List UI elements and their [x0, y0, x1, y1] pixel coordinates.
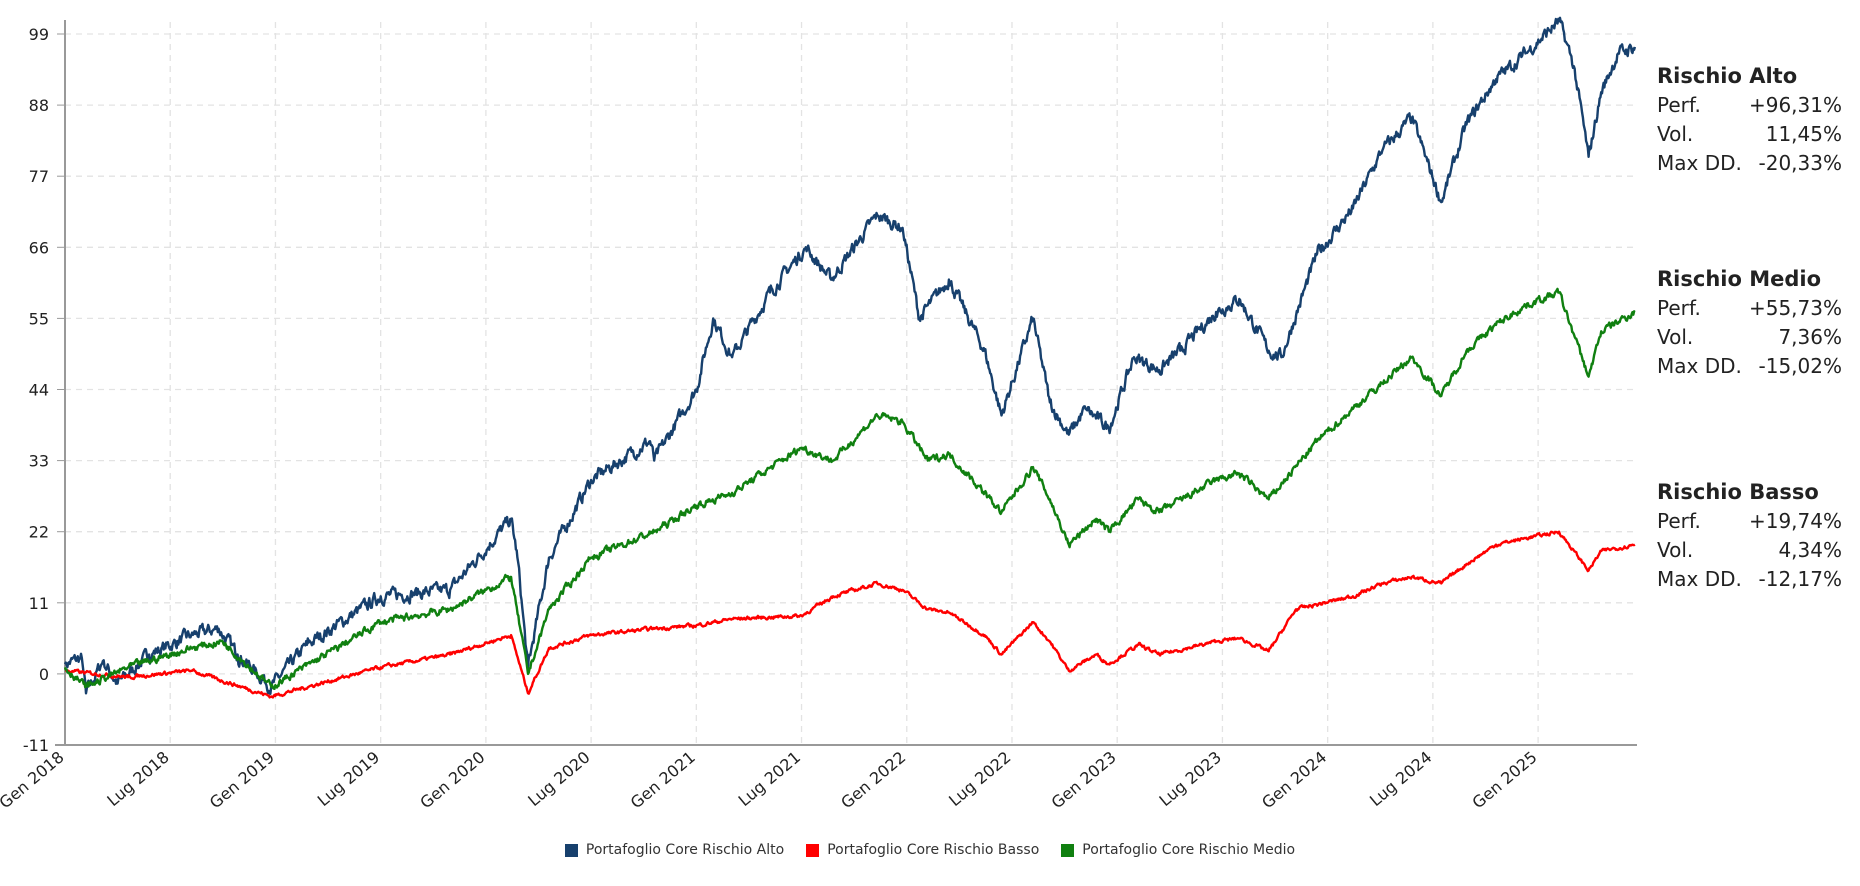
x-tick-label: Gen 2021 [627, 748, 699, 813]
y-tick-label: 44 [29, 381, 49, 400]
legend-item-medio[interactable]: Portafoglio Core Rischio Medio [1061, 842, 1295, 858]
legend-item-basso[interactable]: Portafoglio Core Rischio Basso [806, 842, 1039, 858]
perf-label: Perf. [1657, 93, 1701, 117]
stats-rischio-alto: Rischio Alto Perf. +96,31% Vol. 11,45% Max… [1657, 62, 1842, 178]
legend-label: Portafoglio Core Rischio Alto [585, 842, 785, 858]
perf-value: +55,73% [1748, 296, 1842, 320]
vol-label: Vol. [1657, 122, 1694, 146]
y-tick-label: 0 [39, 665, 49, 684]
x-tick-label: Lug 2023 [1156, 748, 1225, 811]
x-tick-label: Gen 2023 [1048, 748, 1120, 813]
x-tick-label: Gen 2024 [1258, 748, 1330, 813]
legend-swatch [564, 843, 578, 857]
x-tick-label: Lug 2020 [524, 748, 593, 811]
series-line-medio [63, 287, 1636, 690]
stats-title: Rischio Alto [1657, 64, 1798, 88]
vol-label: Vol. [1657, 325, 1694, 349]
stats-rischio-basso: Rischio Basso Perf. +19,74% Vol. 4,34% Max… [1657, 478, 1842, 594]
y-tick-label: 77 [29, 167, 49, 186]
stats-title: Rischio Basso [1657, 480, 1819, 504]
dd-label: Max DD. [1657, 151, 1742, 175]
x-tick-label: Gen 2022 [837, 748, 909, 813]
stats-rischio-medio: Rischio Medio Perf. +55,73% Vol. 7,36% Max… [1657, 265, 1842, 381]
perf-label: Perf. [1657, 296, 1701, 320]
chart-legend: Portafoglio Core Rischio Alto Portafogli… [0, 842, 1860, 858]
y-tick-label: 22 [29, 523, 49, 542]
perf-value: +96,31% [1748, 93, 1842, 117]
y-tick-label: 55 [29, 309, 49, 328]
y-tick-label: 99 [29, 25, 49, 44]
y-tick-label: -11 [23, 736, 49, 755]
x-tick-label: Lug 2024 [1366, 748, 1435, 811]
vol-value: 11,45% [1765, 122, 1842, 146]
dd-value: -20,33% [1758, 151, 1842, 175]
dd-label: Max DD. [1657, 354, 1742, 378]
x-tick-label: Lug 2022 [945, 748, 1014, 811]
legend-item-alto[interactable]: Portafoglio Core Rischio Alto [564, 842, 785, 858]
dd-label: Max DD. [1657, 567, 1742, 591]
x-tick-label: Gen 2019 [206, 748, 278, 813]
legend-swatch [1061, 843, 1075, 857]
stats-title: Rischio Medio [1657, 267, 1822, 291]
dd-value: -15,02% [1758, 354, 1842, 378]
vol-value: 7,36% [1778, 325, 1842, 349]
vol-value: 4,34% [1778, 538, 1842, 562]
series-line-basso [64, 530, 1636, 699]
series-line-alto [63, 16, 1637, 695]
x-tick-label: Lug 2019 [314, 748, 383, 811]
x-tick-label: Gen 2018 [0, 748, 68, 813]
x-tick-label: Gen 2020 [416, 748, 488, 813]
x-tick-label: Lug 2021 [735, 748, 804, 811]
perf-label: Perf. [1657, 509, 1701, 533]
legend-label: Portafoglio Core Rischio Basso [827, 842, 1040, 858]
y-tick-label: 33 [29, 452, 49, 471]
x-tick-label: Lug 2018 [103, 748, 172, 811]
y-tick-label: 66 [29, 238, 49, 257]
legend-label: Portafoglio Core Rischio Medio [1082, 842, 1296, 858]
perf-value: +19,74% [1748, 509, 1842, 533]
x-tick-label: Gen 2025 [1469, 748, 1541, 813]
y-tick-label: 88 [29, 96, 49, 115]
y-tick-label: 11 [29, 594, 49, 613]
legend-swatch [806, 843, 820, 857]
vol-label: Vol. [1657, 538, 1694, 562]
dd-value: -12,17% [1758, 567, 1842, 591]
